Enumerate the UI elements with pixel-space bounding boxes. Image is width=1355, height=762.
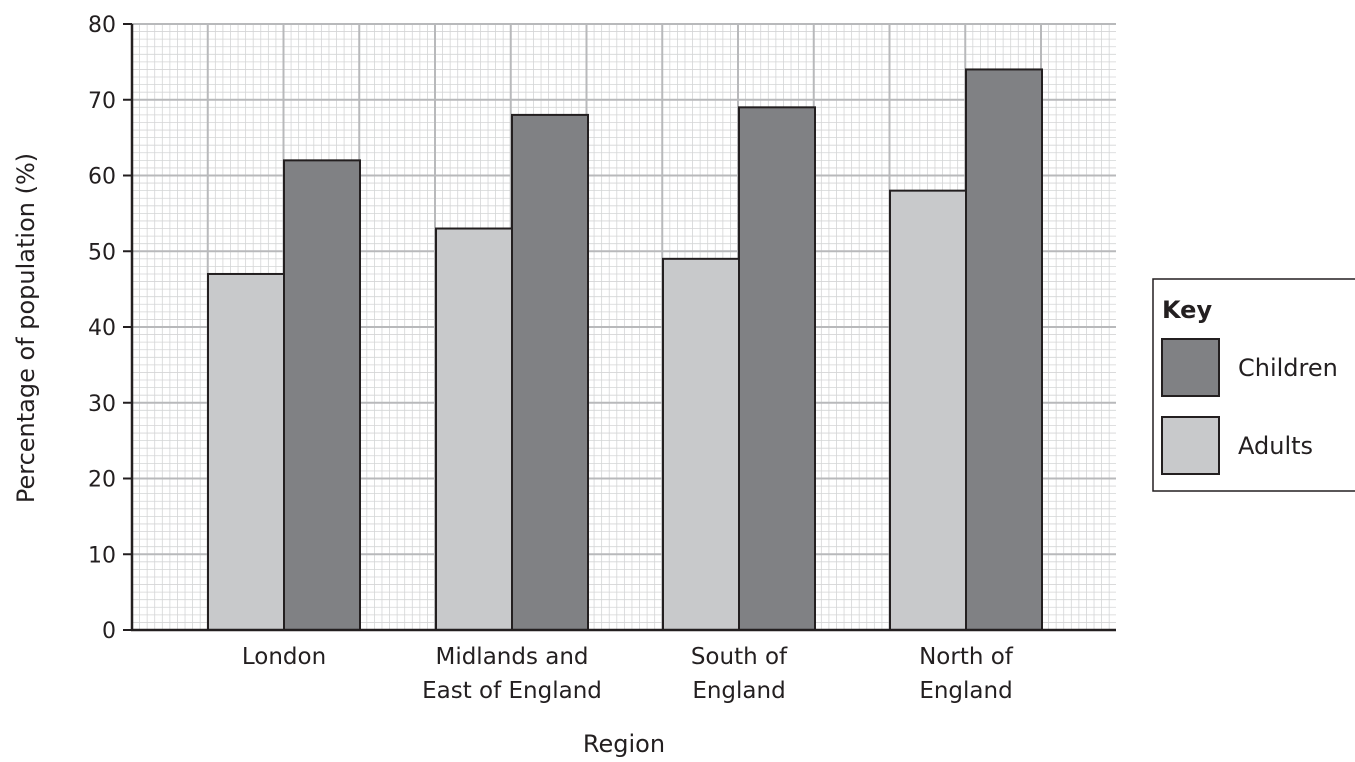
y-tick-label: 30 — [88, 392, 116, 417]
x-category-label: Midlands and East of England — [422, 644, 602, 704]
bar-children-1 — [511, 113, 589, 631]
bar-adults-0 — [207, 272, 285, 631]
legend-swatch-adults — [1161, 416, 1220, 475]
y-tick-labels: 0 10 20 30 40 50 60 70 80 — [88, 13, 116, 644]
bar-children-2 — [738, 106, 816, 631]
y-axis-title: Percentage of population (%) — [12, 153, 40, 503]
bar-adults-1 — [435, 227, 513, 631]
x-category-label: London — [242, 644, 326, 670]
y-tick-label: 80 — [88, 13, 116, 38]
y-tick-label: 0 — [102, 619, 116, 644]
bar-children-3 — [965, 68, 1043, 631]
legend-label-adults: Adults — [1238, 432, 1313, 460]
legend-label-children: Children — [1238, 354, 1338, 382]
y-tick-label: 20 — [88, 468, 116, 493]
x-category-label: South of England — [691, 644, 788, 704]
axes-group — [123, 23, 1116, 632]
y-tick-label: 10 — [88, 543, 116, 568]
bars-group — [207, 68, 1043, 631]
y-tick-label: 40 — [88, 316, 116, 341]
x-axis-title: Region — [583, 730, 665, 758]
x-category-label: North of England — [919, 644, 1014, 704]
bar-adults-3 — [889, 189, 967, 631]
legend-title: Key — [1162, 296, 1212, 324]
bar-adults-2 — [662, 257, 740, 631]
bar-children-0 — [283, 159, 361, 631]
legend: Key Children Adults — [1152, 278, 1355, 492]
y-tick-label: 70 — [88, 89, 116, 114]
legend-swatch-children — [1161, 338, 1220, 397]
x-category-labels: London Midlands and East of England South o… — [242, 644, 1014, 704]
y-tick-label: 50 — [88, 240, 116, 265]
y-tick-label: 60 — [88, 165, 116, 190]
